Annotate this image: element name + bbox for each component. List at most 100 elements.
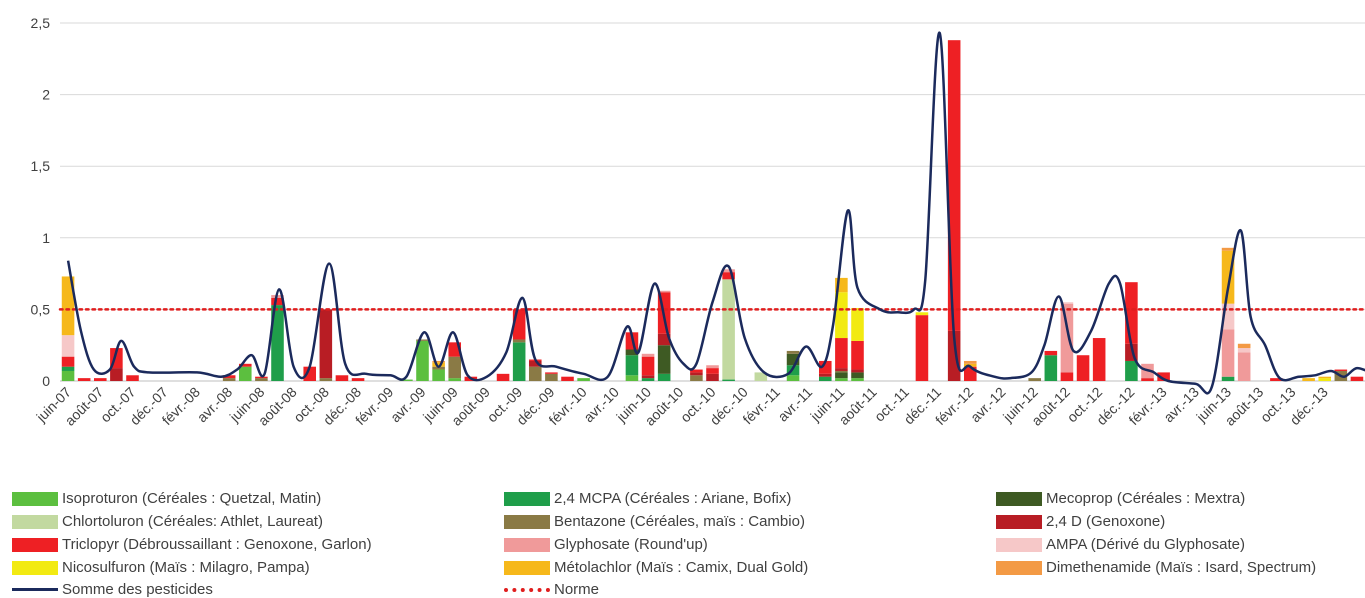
bar-segment (222, 375, 236, 379)
legend-swatch (504, 537, 550, 552)
bar-segment (657, 373, 671, 381)
legend-label: Bentazone (Céréales, maïs : Cambio) (554, 513, 805, 530)
legend-item-triclopyr: Triclopyr (Débroussaillant : Genoxone, G… (12, 536, 372, 553)
y-tick-label: 1 (42, 230, 50, 246)
bar-segment (1318, 378, 1332, 381)
legend-label: Dimethenamide (Maïs : Isard, Spectrum) (1046, 559, 1317, 576)
pesticide-chart: 0 0,5 1 1,5 2 2,5 juin-07août-07oct.-07déc.-0… (31, 15, 1365, 429)
bar-segment (835, 378, 848, 381)
x-tick-label: avr.-10 (580, 384, 622, 426)
bar-segment (416, 340, 429, 381)
legend-swatch (504, 587, 550, 592)
bar-segment (690, 369, 703, 373)
bar-segment (61, 356, 75, 367)
bar-segment (657, 290, 671, 293)
legend-item-mecoprop: Mecoprop (Céréales : Mextra) (996, 490, 1245, 507)
bar-segment (625, 349, 639, 356)
bar-segment (222, 378, 236, 381)
bar-segment (641, 353, 655, 357)
bar-segment (77, 378, 91, 381)
bar-segment (432, 369, 445, 381)
legend-swatch (12, 560, 58, 575)
x-tick-label: avr.-08 (194, 384, 236, 426)
bar-segment (528, 360, 542, 367)
legend-swatch (12, 514, 58, 529)
grid-lines (60, 22, 1365, 382)
bar-segment (432, 362, 445, 367)
legend-label: Isoproturon (Céréales : Quetzal, Matin) (62, 490, 322, 507)
legend-label: 2,4 D (Genoxone) (1046, 513, 1166, 530)
bar-segment (1237, 348, 1251, 353)
bar-segment (271, 297, 284, 306)
bar-segment (1318, 376, 1332, 379)
bar-segment (1221, 376, 1235, 381)
bar-segment (851, 378, 864, 381)
legend-swatch (12, 537, 58, 552)
bar-segment (625, 375, 639, 381)
bar-segment (1060, 303, 1074, 373)
legend-label: Norme (554, 581, 600, 598)
bar-segment (61, 370, 75, 381)
bar-segment (1350, 376, 1364, 381)
stacked-bars (61, 40, 1364, 381)
bar-segment (1044, 350, 1058, 356)
bar-segment (303, 366, 317, 381)
legend-item-metolachlor: Métolachlor (Maïs : Camix, Dual Gold) (504, 559, 808, 576)
y-tick-label: 2,5 (31, 15, 51, 31)
bar-segment (61, 335, 75, 357)
bar-segment (512, 342, 526, 381)
legend-label: Métolachlor (Maïs : Camix, Dual Gold) (554, 559, 809, 576)
legend-label: Triclopyr (Débroussaillant : Genoxone, G… (62, 536, 372, 553)
bar-segment (786, 365, 800, 376)
bar-segment (706, 368, 719, 374)
bar-segment (722, 272, 735, 280)
bar-segment (706, 365, 719, 369)
legend-item-mcpa: 2,4 MCPA (Céréales : Ariane, Bofix) (504, 490, 791, 507)
bar-segment (818, 360, 832, 374)
bar-segment (1028, 378, 1042, 381)
legend-label: Glyphosate (Round'up) (554, 536, 708, 553)
legend-swatch (504, 560, 550, 575)
bar-segment (947, 40, 961, 331)
bar-segment (754, 372, 768, 381)
bar-segment (110, 368, 123, 381)
bar-segment (432, 360, 445, 363)
y-tick-label: 2 (42, 87, 50, 103)
legend-label: AMPA (Dérivé du Glyphosate) (1046, 536, 1245, 553)
bar-segment (448, 356, 462, 379)
bar-segment (448, 378, 462, 381)
bar-segment (1334, 369, 1348, 371)
bar-segment (1092, 338, 1106, 381)
bar-segment (641, 378, 655, 381)
bar-segment (126, 375, 139, 381)
legend-item-isoproturon: Isoproturon (Céréales : Quetzal, Matin) (12, 490, 321, 507)
y-tick-label: 1,5 (31, 158, 51, 174)
x-tick-label: févr.-11 (739, 384, 783, 428)
legend-swatch (504, 491, 550, 506)
x-tick-label: avr.-12 (967, 384, 1009, 426)
bar-segment (416, 339, 429, 341)
legend-swatch (996, 514, 1042, 529)
bar-segment (335, 375, 349, 381)
bar-segment (496, 373, 510, 381)
y-axis-ticks: 0 0,5 1 1,5 2 2,5 (31, 15, 51, 389)
legend-label: Mecoprop (Céréales : Mextra) (1046, 490, 1246, 507)
bar-segment (545, 373, 558, 381)
legend-item-chlortoluron: Chlortoluron (Céréales: Athlet, Laureat) (12, 513, 323, 530)
legend-label: Nicosulfuron (Maïs : Milagro, Pampa) (62, 559, 310, 576)
bar-segment (1237, 343, 1251, 349)
legend-swatch (12, 588, 58, 591)
bar-segment (722, 269, 735, 273)
legend-item-norm: Norme (504, 581, 599, 598)
legend-swatch (996, 560, 1042, 575)
bar-segment (835, 370, 848, 373)
bar-segment (512, 339, 526, 343)
legend-swatch (996, 537, 1042, 552)
bar-segment (561, 376, 574, 381)
legend-label: Somme des pesticides (62, 581, 213, 598)
bar-segment (61, 366, 75, 371)
bar-segment (722, 279, 735, 380)
bar-segment (1221, 329, 1235, 377)
legend-label: 2,4 MCPA (Céréales : Ariane, Bofix) (554, 490, 792, 507)
bar-segment (319, 378, 333, 381)
